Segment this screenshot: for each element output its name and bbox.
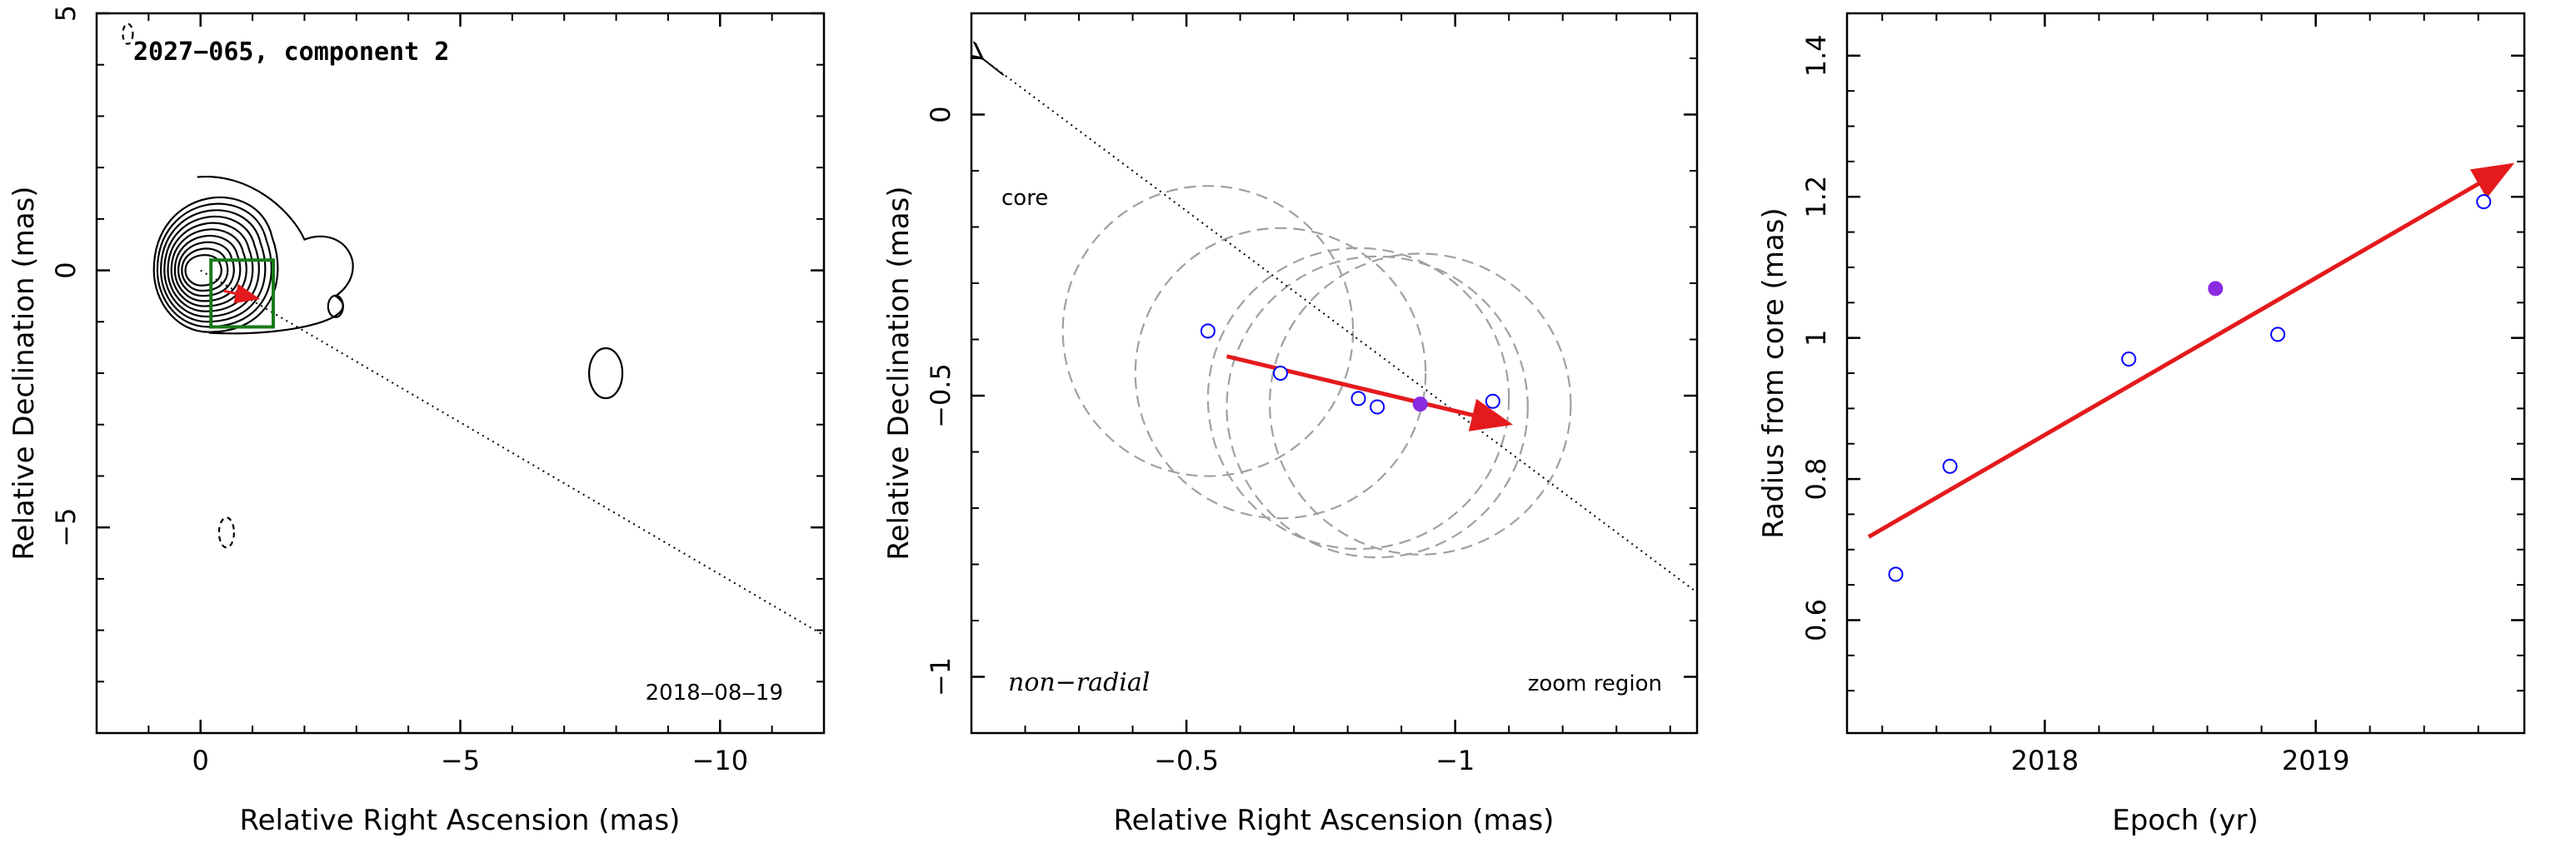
position-point: [1200, 323, 1216, 339]
non-radial-label: non−radial: [1008, 668, 1150, 697]
radius-points: [1888, 194, 2492, 582]
contour-outer: [197, 175, 354, 335]
radius-point: [1888, 566, 1904, 582]
y-tick-label: 1.4: [1800, 34, 1832, 77]
y-tick-label: −1: [925, 657, 956, 696]
core-label: core: [1001, 186, 1048, 211]
contour-island: [587, 347, 624, 400]
contour-level: [167, 222, 254, 312]
axis-ticks: 0 −5 −10 5 0 −5: [50, 5, 824, 776]
fit-arrow: [1867, 162, 2515, 539]
panel-radius-vs-epoch: 2018 2019 0.6 0.8 1 1.2 1.4 Epoch (yr) Radius …: [1757, 12, 2526, 837]
contour-island: [217, 516, 235, 549]
y-tick-label: 0: [925, 106, 956, 122]
y-tick-label: −5: [50, 508, 82, 547]
x-tick-label: −0.5: [1154, 745, 1219, 776]
x-axis-title: Relative Right Ascension (mas): [240, 804, 681, 837]
current-epoch-point: [2208, 281, 2224, 297]
contour-level: [184, 254, 222, 287]
contour-level: [152, 196, 279, 333]
radius-point: [2121, 352, 2137, 367]
y-tick-label: 0: [50, 262, 82, 278]
direction-line: [200, 269, 824, 636]
contour-level: [160, 209, 267, 323]
panel-contour-map: 0 −5 −10 5 0 −5 2027−065, component 2 2018‒08…: [7, 5, 826, 837]
direction-line: [981, 57, 1697, 594]
contour-level: [163, 215, 260, 318]
x-axis-title: Epoch (yr): [2112, 804, 2259, 837]
contour-level: [156, 202, 272, 328]
component-positions: [1200, 323, 1500, 415]
uncertainty-circle: [1134, 227, 1427, 520]
x-tick-label: 2019: [2282, 745, 2349, 776]
uncertainty-circle: [1268, 252, 1572, 556]
motion-arrow: [1226, 354, 1514, 431]
position-point: [1485, 393, 1500, 409]
x-axis-title: Relative Right Ascension (mas): [1114, 804, 1555, 837]
x-tick-label: 0: [192, 745, 209, 776]
plot-title: 2027−065, component 2: [133, 37, 449, 67]
current-epoch-point: [1412, 397, 1428, 412]
y-axis-title: Relative Declination (mas): [882, 186, 916, 560]
y-tick-label: 5: [50, 5, 82, 22]
radius-point: [2270, 327, 2286, 342]
uncertainty-circles: [1061, 185, 1572, 559]
contour-island: [327, 294, 344, 318]
panel-zoom-region: −0.5 −1 0 −0.5 −1 core non−radial zoom regio…: [882, 12, 1699, 837]
radius-point: [2476, 194, 2492, 210]
uncertainty-circle: [1206, 247, 1510, 551]
y-tick-label: 0.8: [1800, 458, 1832, 501]
y-axis-title: Relative Declination (mas): [7, 186, 41, 560]
position-point: [1272, 366, 1288, 381]
radius-point: [1942, 458, 1958, 474]
plot-frame: [1845, 12, 2526, 735]
position-point: [1370, 399, 1385, 415]
y-tick-label: 1.2: [1800, 176, 1832, 218]
y-tick-label: −0.5: [925, 363, 956, 428]
contour-map: [122, 22, 624, 549]
contour-level: [173, 235, 242, 302]
contour-level: [170, 228, 247, 307]
contour-level: [181, 247, 229, 292]
x-tick-label: −10: [692, 745, 749, 776]
uncertainty-circle: [1226, 255, 1529, 559]
core-direction-arrow: [982, 58, 1005, 77]
x-tick-label: −1: [1435, 745, 1475, 776]
position-point: [1350, 391, 1366, 407]
x-tick-label: 2018: [2011, 745, 2079, 776]
zoom-region-label: zoom region: [1528, 671, 1662, 696]
axis-ticks: 2018 2019 0.6 0.8 1 1.2 1.4: [1800, 13, 2524, 776]
plot-frame: [970, 12, 1699, 735]
plot-frame: [95, 12, 826, 735]
y-axis-title: Radius from core (mas): [1757, 207, 1790, 538]
motion-arrow: [223, 283, 261, 304]
x-tick-label: −5: [441, 745, 480, 776]
contour-island: [122, 22, 134, 45]
y-tick-label: 0.6: [1800, 599, 1832, 641]
y-tick-label: 1: [1800, 329, 1832, 346]
zoom-box: [209, 258, 276, 329]
epoch-label: 2018‒08‒19: [646, 681, 783, 706]
axis-ticks: −0.5 −1 0 −0.5 −1: [925, 13, 1697, 776]
contour-level: [177, 241, 235, 297]
uncertainty-circle: [1061, 185, 1355, 477]
